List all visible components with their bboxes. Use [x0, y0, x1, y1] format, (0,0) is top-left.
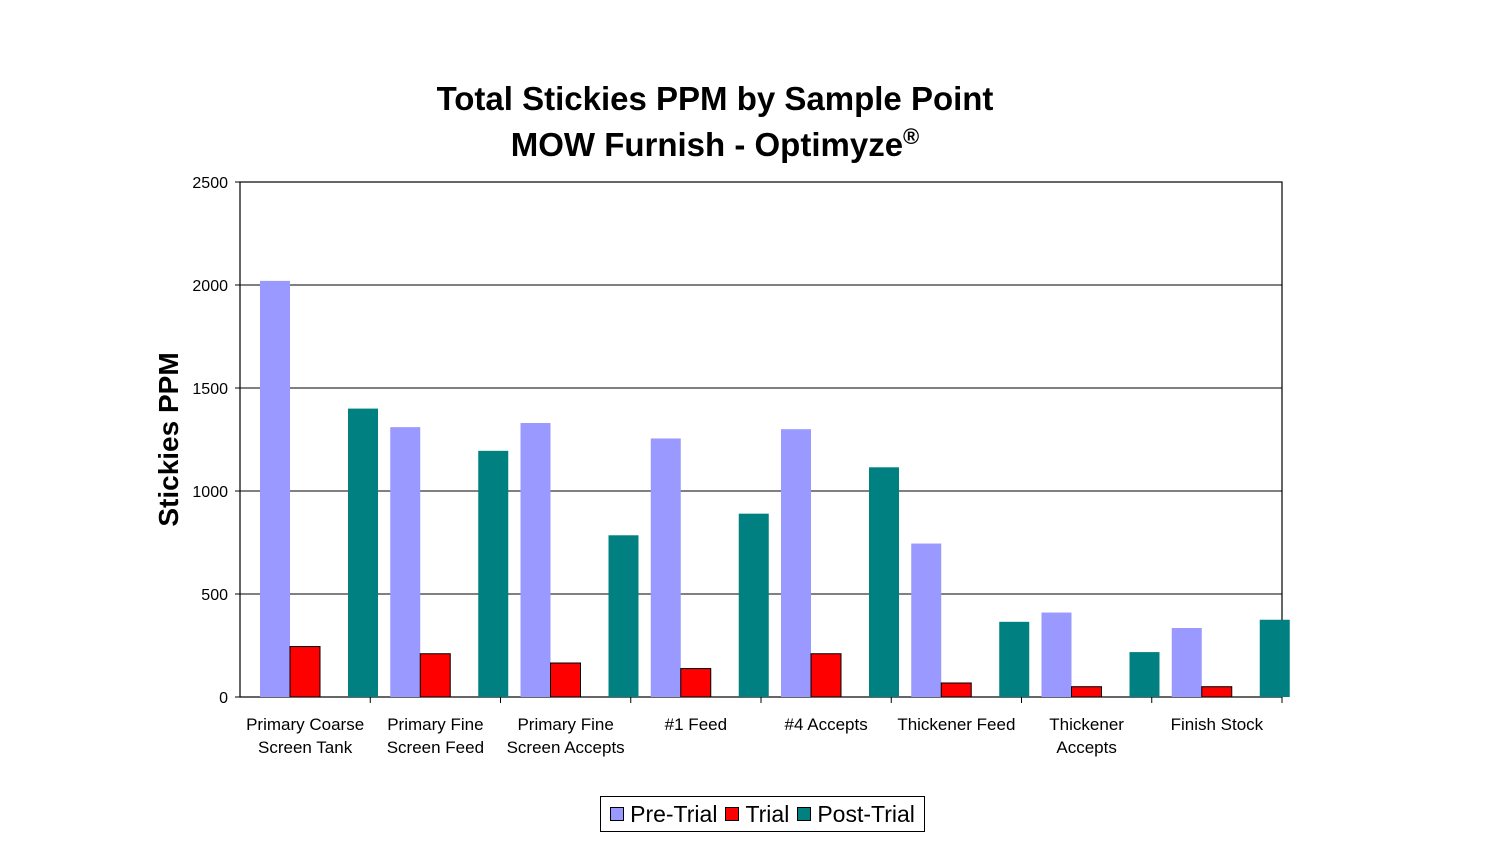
- bar-trial-7: [1201, 686, 1233, 698]
- chart-subtitle: MOW Furnish - Optimyze®: [0, 118, 1430, 164]
- bar-trial-0: [289, 646, 321, 698]
- legend-label-pre-trial: Pre-Trial: [630, 800, 718, 827]
- x-tick-label-2-0: Primary Fine: [517, 715, 613, 734]
- bar-post-trial-2: [608, 535, 639, 697]
- x-tick-label-1-0: Primary Fine: [387, 715, 483, 734]
- legend-item-post-trial: Post-Trial: [797, 801, 915, 828]
- legend-item-trial: Trial: [725, 801, 789, 828]
- bar-trial-1: [419, 653, 451, 698]
- y-tick-label-1500: 1500: [192, 381, 228, 398]
- y-tick-label-500: 500: [201, 587, 228, 604]
- bar-pre-trial-1: [390, 427, 421, 697]
- bar-trial-4: [810, 653, 842, 698]
- bar-trial-6: [1071, 686, 1102, 698]
- x-tick-label-0-0: Primary Coarse: [246, 715, 364, 734]
- y-axis-label: Stickies PPM: [153, 352, 184, 526]
- bar-post-trial-7: [1259, 619, 1290, 697]
- bar-pre-trial-3: [650, 438, 681, 697]
- bar-pre-trial-0: [260, 280, 290, 697]
- x-tick-label-6-1: Accepts: [1056, 738, 1116, 757]
- legend-swatch-trial: [725, 807, 740, 821]
- bar-post-trial-1: [478, 450, 509, 697]
- x-tick-label-7-0: Finish Stock: [1171, 715, 1264, 734]
- legend-item-pre-trial: Pre-Trial: [610, 801, 717, 828]
- bar-pre-trial-5: [911, 543, 942, 697]
- registered-mark: ®: [903, 124, 920, 149]
- y-tick-label-0: 0: [219, 690, 228, 707]
- bar-pre-trial-4: [781, 429, 811, 697]
- x-tick-label-2-1: Screen Accepts: [507, 738, 625, 757]
- y-tick-label-2500: 2500: [192, 175, 228, 192]
- bar-trial-3: [680, 668, 712, 698]
- x-tick-label-1-1: Screen Feed: [387, 738, 484, 757]
- legend-swatch-post-trial: [797, 807, 812, 821]
- x-tick-label-4-0: #4 Accepts: [785, 715, 868, 734]
- bar-post-trial-0: [348, 408, 378, 697]
- bar-trial-5: [940, 682, 972, 698]
- bar-post-trial-5: [999, 621, 1030, 697]
- bar-pre-trial-6: [1041, 612, 1072, 697]
- x-tick-label-5-0: Thickener Feed: [897, 715, 1015, 734]
- legend-label-post-trial: Post-Trial: [817, 800, 915, 827]
- x-tick-label-3-0: #1 Feed: [665, 715, 727, 734]
- bar-post-trial-4: [869, 467, 899, 697]
- chart-subtitle-text: MOW Furnish - Optimyze: [510, 126, 904, 163]
- y-tick-label-1000: 1000: [192, 484, 228, 501]
- bar-trial-2: [550, 662, 581, 698]
- chart-legend: Pre-Trial Trial Post-Trial: [600, 796, 925, 832]
- legend-label-trial: Trial: [745, 800, 790, 827]
- chart-title-block: Total Stickies PPM by Sample Point MOW F…: [0, 80, 1430, 164]
- x-tick-label-6-0: Thickener: [1049, 715, 1124, 734]
- x-tick-label-0-1: Screen Tank: [258, 738, 353, 757]
- bar-post-trial-6: [1129, 652, 1160, 697]
- legend-swatch-pre-trial: [610, 807, 625, 821]
- bar-pre-trial-2: [520, 423, 551, 697]
- chart-title: Total Stickies PPM by Sample Point: [436, 80, 994, 117]
- bar-post-trial-3: [738, 513, 769, 697]
- bar-pre-trial-7: [1171, 627, 1202, 697]
- y-tick-label-2000: 2000: [192, 278, 228, 295]
